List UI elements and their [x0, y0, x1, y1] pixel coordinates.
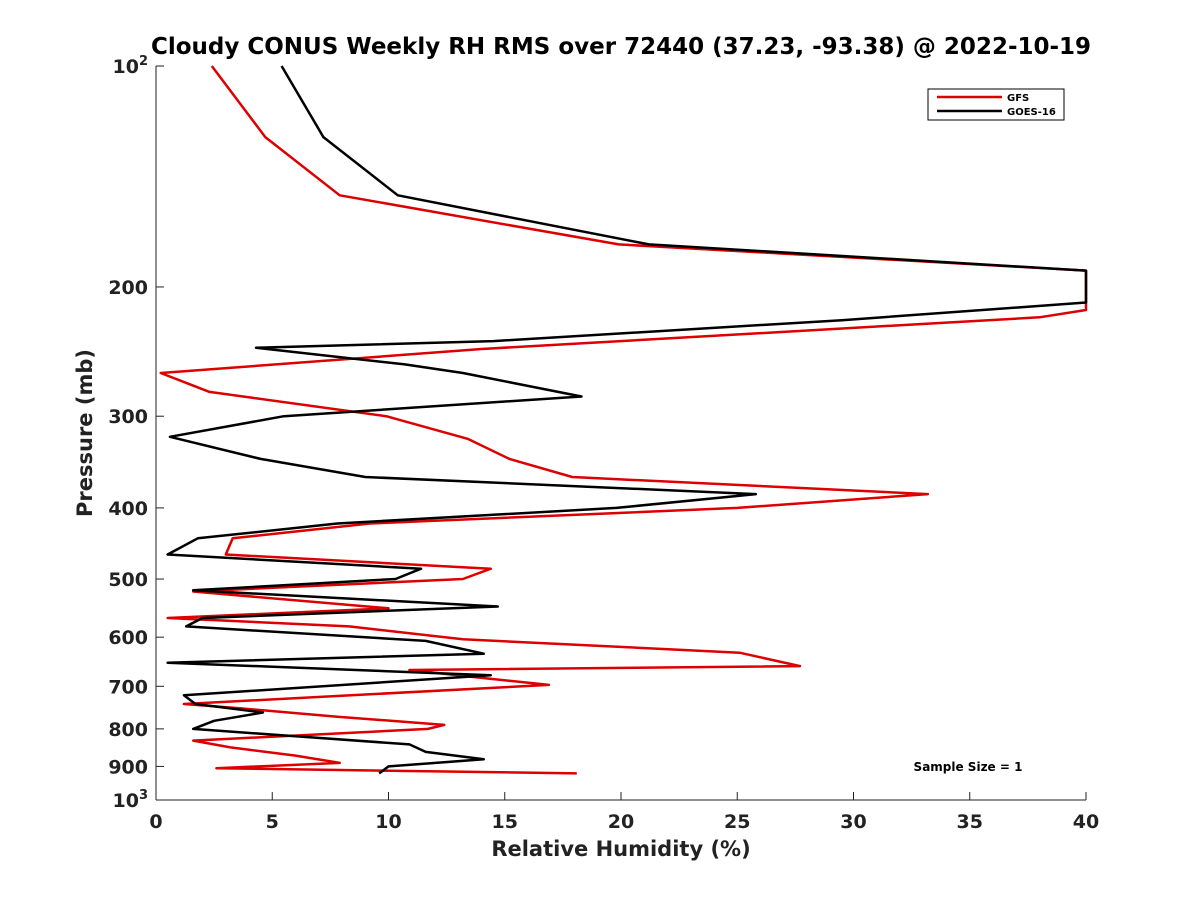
legend: GFS GOES-16: [927, 88, 1065, 121]
y-tick-label: 400: [108, 498, 148, 520]
x-tick-label: 25: [724, 811, 750, 833]
y-tick-label: 800: [108, 719, 148, 741]
x-axis-ticks: 0 5 10 15 20 25 30 35 40: [149, 792, 1099, 833]
y-axis-ticks: 102 200 300 400 500 600 700 800 900 103: [108, 54, 164, 812]
x-tick-label: 20: [608, 811, 634, 833]
legend-label-goes16: GOES-16: [1007, 107, 1056, 118]
sample-size-annotation: Sample Size = 1: [914, 760, 1023, 774]
legend-label-gfs: GFS: [1007, 93, 1029, 104]
x-tick-label: 30: [840, 811, 866, 833]
y-tick-label: 103: [113, 788, 149, 812]
y-tick-label: 300: [108, 406, 148, 428]
x-axis-label: Relative Humidity (%): [491, 837, 750, 861]
series-line-gfs: [159, 65, 1088, 775]
plot-area: [156, 66, 1086, 800]
x-tick-label: 15: [492, 811, 518, 833]
legend-box: [927, 88, 1065, 121]
y-tick-label: 500: [108, 569, 148, 591]
y-axis-label: Pressure (mb): [73, 349, 97, 517]
x-tick-label: 10: [375, 811, 401, 833]
chart-title: Cloudy CONUS Weekly RH RMS over 72440 (3…: [151, 34, 1091, 60]
x-tick-label: 0: [149, 811, 162, 833]
x-tick-label: 40: [1073, 811, 1099, 833]
series-line-goes16: [166, 65, 1088, 775]
series-layer: [159, 65, 1088, 775]
y-tick-label: 900: [108, 756, 148, 778]
y-tick-label: 102: [113, 54, 149, 78]
y-tick-label: 700: [108, 676, 148, 698]
y-tick-label: 600: [108, 627, 148, 649]
x-tick-label: 35: [957, 811, 983, 833]
y-tick-label: 200: [108, 277, 148, 299]
x-tick-label: 5: [266, 811, 279, 833]
